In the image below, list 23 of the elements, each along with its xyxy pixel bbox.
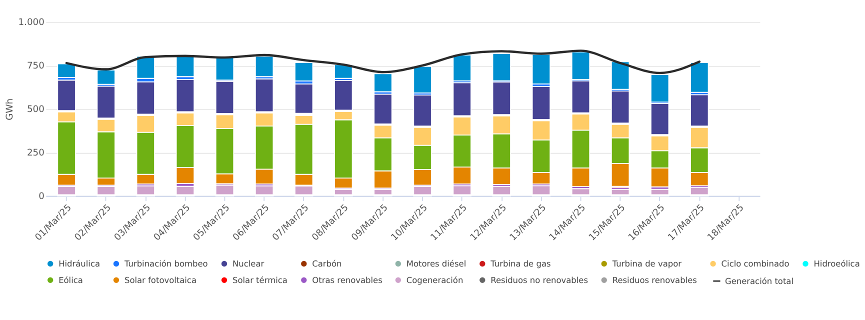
y-tick-label: 500 [26, 105, 45, 116]
legend-label: Turbinación bombeo [123, 258, 208, 268]
legend-label: Residuos no renovables [490, 274, 588, 285]
legend-label: Eólica [58, 274, 83, 285]
legend-label: Generación total [724, 276, 794, 286]
legend-label: Otras renovables [312, 274, 382, 285]
legend-label: Hidroeólica [814, 258, 860, 268]
y-tick-label: 750 [26, 62, 45, 72]
y-tick-label: 250 [26, 148, 45, 159]
y-axis-title: GWh [6, 98, 16, 120]
legend-label: Cogeneración [406, 274, 464, 285]
legend-label: Solar térmica [232, 274, 288, 285]
legend-label: Turbina de vapor [611, 258, 682, 268]
y-tick-label: 1.000 [18, 18, 45, 28]
y-tick-label: 0 [38, 192, 45, 202]
legend-label: Ciclo combinado [721, 258, 790, 268]
legend-label: Nuclear [232, 258, 265, 268]
legend-label: Hidráulica [58, 258, 100, 268]
legend-label: Residuos renovables [612, 274, 697, 285]
legend-label: Carbón [312, 258, 342, 268]
legend-label: Motores diésel [406, 258, 466, 268]
legend-label: Turbina de gas [490, 258, 551, 268]
legend-label: Solar fotovoltaica [124, 274, 196, 285]
